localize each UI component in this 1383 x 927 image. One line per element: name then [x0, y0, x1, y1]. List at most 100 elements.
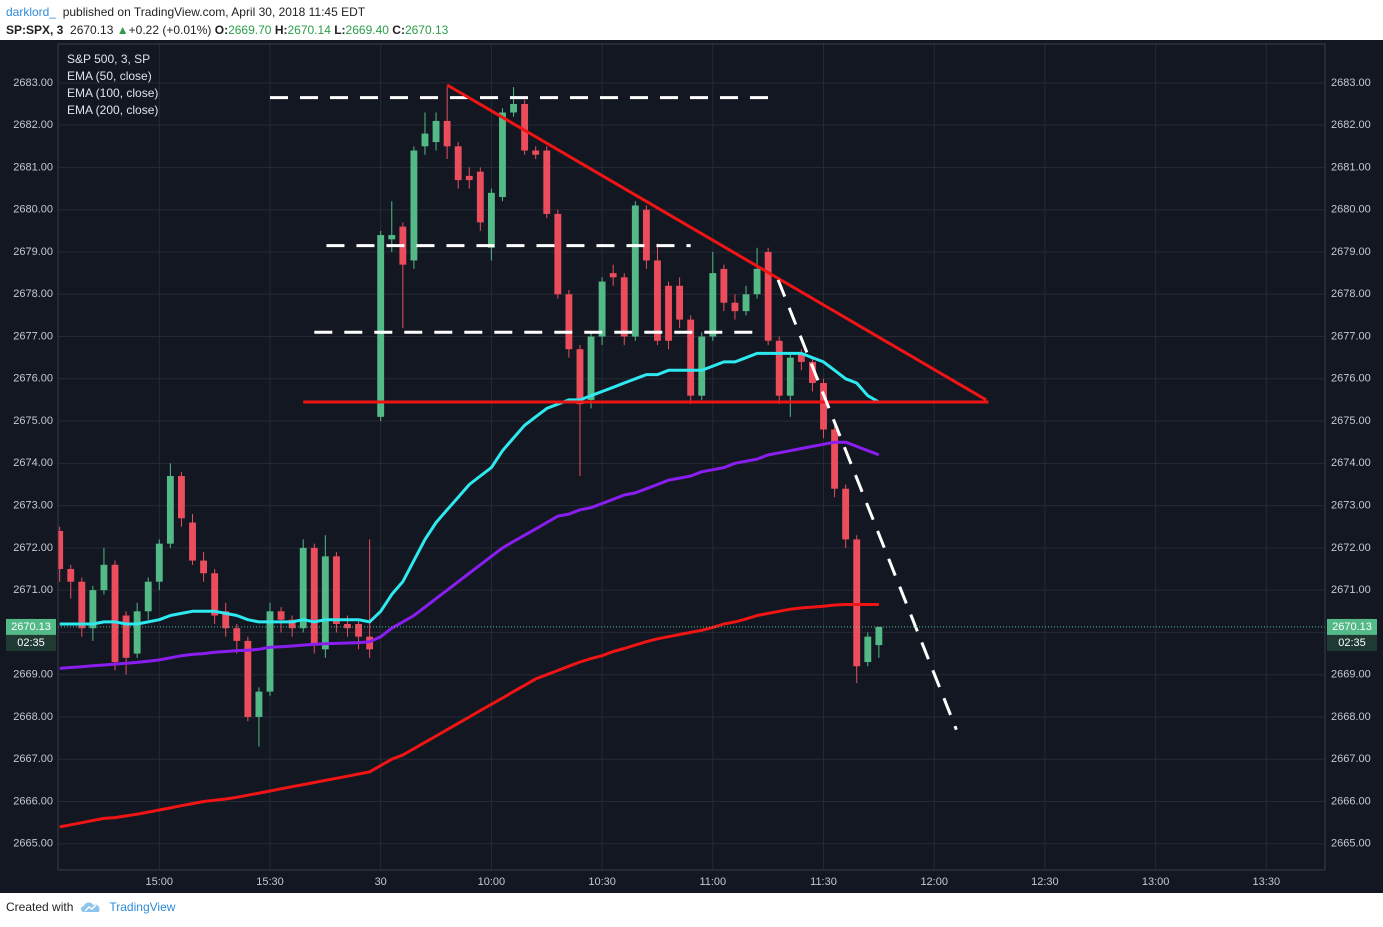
candle-body — [521, 104, 529, 151]
last: 2670.13 — [70, 23, 114, 37]
candle-body — [875, 626, 883, 646]
candle-body — [211, 573, 219, 616]
legend-entry: EMA (100, close) — [67, 86, 158, 100]
candle-body — [244, 640, 252, 717]
candle-body — [100, 564, 108, 591]
close-value: 2670.13 — [404, 23, 449, 37]
candle-body — [310, 547, 318, 646]
y-tick-label: 2678.00 — [13, 288, 53, 300]
plot-area — [58, 83, 1325, 829]
y2-tick-label: 2673.00 — [1331, 500, 1371, 512]
candle-body — [410, 150, 418, 261]
candle-body — [864, 636, 872, 663]
y-tick-label: 2665.00 — [13, 838, 53, 850]
candle-body — [255, 691, 263, 717]
candle-body — [775, 340, 783, 396]
y2-tick-label: 2681.00 — [1331, 161, 1371, 173]
dashed-drawing — [776, 279, 958, 731]
quote-line: SP:SPX, 3 2670.13 ▲+0.22 (+0.01%) O:2669… — [6, 21, 448, 39]
y-tick-label: 2671.00 — [13, 584, 53, 596]
low-value: 2669.40 — [345, 23, 389, 37]
candle-body — [676, 285, 684, 320]
candle-body — [665, 285, 672, 341]
candle-body — [166, 476, 174, 544]
candle-body — [476, 171, 484, 223]
x-tick-label: 12:00 — [920, 876, 948, 888]
y2-tick-label: 2672.00 — [1331, 542, 1371, 554]
y-tick-label: 2682.00 — [13, 119, 53, 131]
change: +0.22 (+0.01%) — [128, 23, 212, 37]
candle-body — [67, 569, 75, 582]
candle-body — [698, 336, 706, 396]
candle-body — [831, 429, 839, 489]
publish-line: darklord_ published on TradingView.com, … — [6, 3, 448, 21]
y2-tick-label: 2667.00 — [1331, 753, 1371, 765]
last-price-box — [1327, 618, 1377, 635]
y-tick-label: 2683.00 — [13, 77, 53, 89]
y2-tick-label: 2677.00 — [1331, 330, 1371, 342]
y-tick-label: 2667.00 — [13, 753, 53, 765]
arrow: ▲ — [116, 23, 129, 37]
chart-background — [0, 40, 1383, 893]
x-tick-label: 12:30 — [1031, 876, 1059, 888]
chart: 2665.00 2665.00 2666.00 2666.00 2667.00 2667.… — [0, 40, 1383, 893]
author[interactable]: darklord_ — [6, 5, 57, 19]
candle-body — [853, 539, 861, 667]
y-tick-label: 2672.00 — [13, 542, 53, 554]
y2-tick-label: 2668.00 — [1331, 711, 1371, 723]
candle-body — [133, 611, 141, 654]
candle-body — [155, 543, 163, 582]
candle-body — [642, 209, 650, 261]
candle-body — [266, 611, 274, 692]
y-tick-label: 2675.00 — [13, 415, 53, 427]
last-price-label: 2670.13 — [11, 621, 51, 633]
axes: 2665.00 2665.00 2666.00 2666.00 2667.00 2667.… — [6, 77, 1377, 888]
y2-tick-label: 2674.00 — [1331, 457, 1371, 469]
candle-body — [820, 383, 827, 430]
candle-body — [454, 146, 462, 181]
candle-body — [576, 349, 584, 405]
candle-body — [465, 175, 473, 181]
candle-body — [144, 581, 152, 612]
high-value: 2670.14 — [287, 23, 331, 37]
candle-body — [797, 353, 805, 362]
candle-body — [58, 530, 64, 570]
candle-body — [432, 120, 440, 143]
y2-tick-label: 2679.00 — [1331, 246, 1371, 258]
last-price-box — [6, 618, 56, 635]
candle-body — [809, 361, 816, 384]
candle-body — [78, 581, 86, 629]
candle-body — [222, 611, 230, 629]
candle-body — [620, 277, 628, 337]
trend-line — [446, 83, 988, 402]
candle-body — [443, 120, 451, 147]
candle-body — [687, 319, 695, 396]
published: published on TradingView.com, April 30, … — [62, 5, 366, 19]
candle-body — [421, 133, 429, 147]
candle-body — [753, 268, 761, 295]
y-tick-label: 2681.00 — [13, 161, 53, 173]
candle-body — [742, 294, 750, 312]
candle-body — [189, 522, 196, 561]
candle-body — [299, 547, 307, 629]
x-tick-label: 15:30 — [256, 876, 284, 888]
plot-frame — [57, 43, 1326, 871]
high-label: H: — [274, 23, 288, 37]
brand[interactable]: TradingView — [109, 900, 176, 914]
candle-body — [598, 281, 606, 337]
legend-entry: EMA (50, close) — [67, 69, 152, 83]
candle-body — [332, 556, 340, 624]
candle-body — [499, 112, 506, 198]
ema-line — [59, 351, 880, 626]
candle-body — [842, 488, 850, 540]
logo — [81, 902, 100, 912]
y-tick-label: 2676.00 — [13, 373, 53, 385]
y-tick-label: 2677.00 — [13, 330, 53, 342]
candle-body — [587, 336, 595, 400]
ema-line — [59, 440, 880, 670]
candle-body — [720, 268, 728, 303]
candle-body — [233, 628, 241, 641]
y-tick-label: 2668.00 — [13, 711, 53, 723]
legend-title: S&P 500, 3, SP — [67, 52, 150, 66]
